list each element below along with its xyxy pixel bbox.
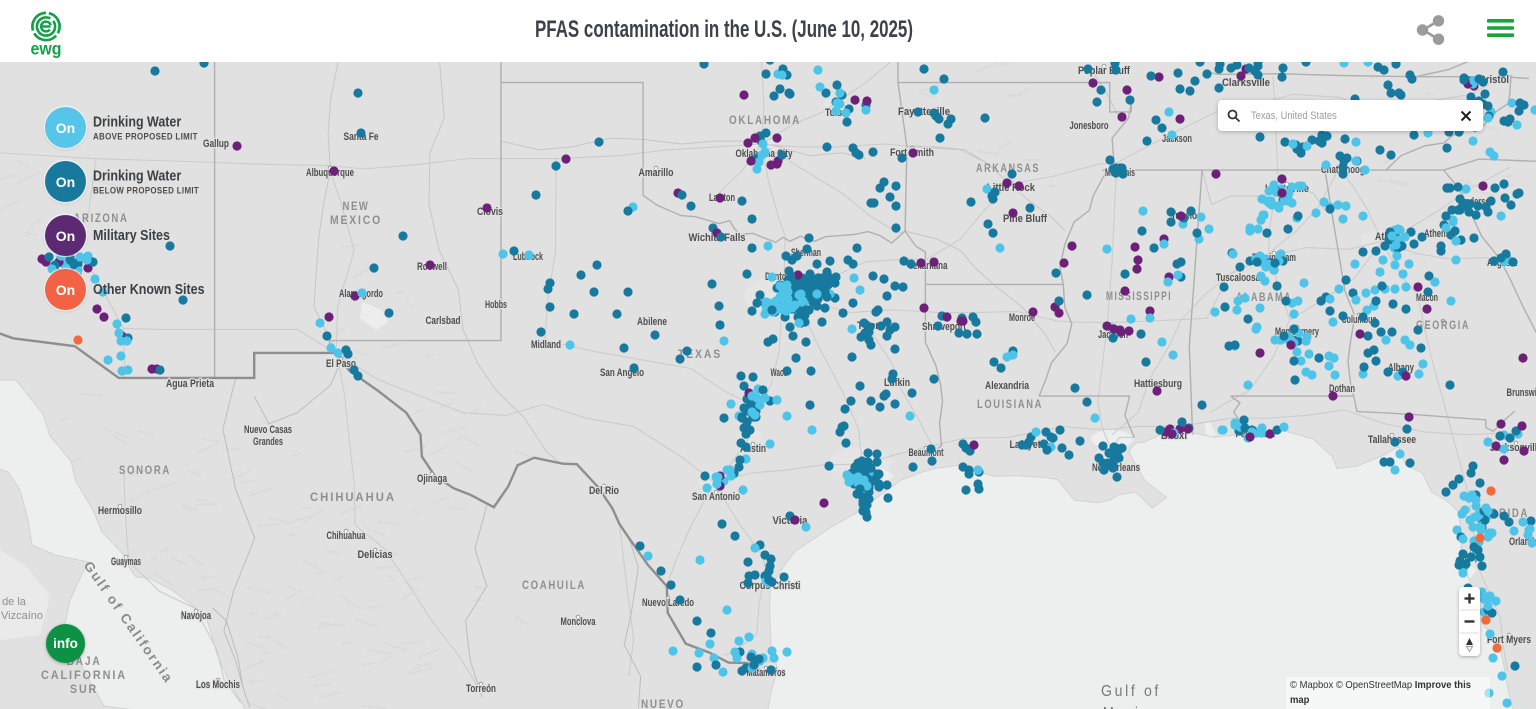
svg-text:CALIFORNIA: CALIFORNIA [41, 670, 127, 682]
svg-text:Beaumont: Beaumont [909, 447, 944, 459]
svg-text:Nuevo Laredo: Nuevo Laredo [642, 597, 694, 609]
svg-text:Jackson: Jackson [1162, 133, 1192, 145]
svg-text:ARKANSAS: ARKANSAS [976, 163, 1040, 175]
svg-text:SONORA: SONORA [119, 465, 171, 477]
svg-text:de la: de la [2, 596, 27, 608]
svg-text:NEW: NEW [343, 201, 370, 213]
svg-text:Agua Prieta: Agua Prieta [166, 378, 215, 390]
svg-text:MEXICO: MEXICO [330, 215, 382, 227]
svg-text:Macon: Macon [1416, 292, 1438, 304]
svg-text:Jonesboro: Jonesboro [1070, 120, 1109, 132]
svg-text:GEORGIA: GEORGIA [1416, 320, 1470, 332]
svg-text:Gulf of: Gulf of [1101, 683, 1161, 700]
svg-text:Chihuahua: Chihuahua [327, 530, 367, 542]
svg-text:Delicias: Delicias [358, 549, 393, 561]
svg-text:Abilene: Abilene [637, 316, 667, 328]
svg-text:Los Mochis: Los Mochis [196, 679, 240, 691]
svg-text:San Antonio: San Antonio [692, 491, 740, 503]
svg-text:Hobbs: Hobbs [485, 299, 507, 311]
svg-text:Tuscaloosa: Tuscaloosa [1216, 272, 1261, 284]
svg-text:Del Rio: Del Rio [589, 485, 619, 497]
svg-text:COAHUILA: COAHUILA [522, 580, 586, 592]
svg-text:Ojinaga: Ojinaga [417, 473, 448, 485]
svg-text:SUR: SUR [70, 684, 98, 696]
svg-text:Hattiesburg: Hattiesburg [1134, 378, 1182, 390]
svg-text:ewg: ewg [31, 39, 62, 59]
svg-text:Navojoa: Navojoa [181, 610, 212, 622]
svg-text:Midland: Midland [531, 339, 561, 351]
svg-text:Mexico: Mexico [1103, 705, 1159, 709]
svg-text:Nuevo Casas: Nuevo Casas [244, 424, 292, 436]
svg-text:Clarksville: Clarksville [1222, 77, 1270, 89]
svg-text:Columbus: Columbus [1342, 314, 1377, 326]
svg-text:Grandes: Grandes [253, 436, 283, 448]
svg-text:Brunswick: Brunswick [1507, 387, 1536, 399]
svg-text:Amarillo: Amarillo [639, 167, 674, 179]
svg-text:Vizcaíno: Vizcaíno [1, 610, 43, 622]
svg-text:El Paso: El Paso [326, 358, 356, 370]
svg-text:ALABAMA: ALABAMA [1236, 292, 1292, 304]
svg-text:Torreón: Torreón [466, 683, 496, 695]
svg-text:Alexandria: Alexandria [985, 380, 1030, 392]
svg-text:Guaymas: Guaymas [111, 556, 141, 568]
svg-text:Gallup: Gallup [203, 138, 229, 150]
svg-text:LOUISIANA: LOUISIANA [977, 399, 1043, 411]
svg-text:OKLAHOMA: OKLAHOMA [729, 115, 801, 127]
svg-text:Carlsbad: Carlsbad [426, 315, 461, 327]
svg-text:NUEVO: NUEVO [641, 699, 685, 709]
svg-text:ARIZONA: ARIZONA [74, 213, 129, 225]
svg-text:Victoria: Victoria [773, 515, 809, 527]
svg-text:MISSISSIPPI: MISSISSIPPI [1106, 291, 1172, 303]
svg-text:Monclova: Monclova [561, 616, 597, 628]
svg-text:CHIHUAHUA: CHIHUAHUA [310, 492, 396, 504]
svg-text:Hermosillo: Hermosillo [98, 505, 142, 517]
